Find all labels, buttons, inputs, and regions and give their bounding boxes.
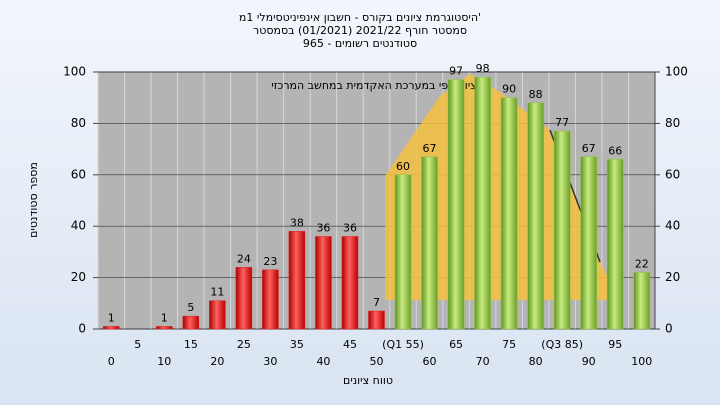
y2-tick-label: 0 (665, 322, 673, 336)
value-label: 67 (582, 142, 596, 155)
bar (262, 269, 279, 330)
x-tick-label: 0 (108, 355, 115, 368)
value-label: 98 (476, 62, 490, 75)
value-label: 11 (210, 286, 224, 299)
value-label: 36 (316, 221, 330, 234)
bar (315, 236, 332, 330)
x-tick-label: 45 (343, 338, 357, 351)
y2-tick-label: 100 (665, 65, 688, 79)
value-label: 88 (529, 88, 543, 101)
chart-title: היסטוגרמת ציונים בקורס - חשבון אינפיניטס… (239, 11, 481, 24)
x-tick-label: 90 (582, 355, 596, 368)
bar (606, 159, 624, 330)
bar (580, 156, 597, 330)
bar (103, 326, 120, 330)
value-label: 97 (449, 65, 463, 78)
x-tick-label: 35 (290, 338, 304, 351)
x-tick-label: 70 (476, 355, 490, 368)
bar (394, 174, 412, 330)
x-axis-label: טווח ציונים (343, 374, 393, 387)
value-label: 24 (237, 252, 251, 265)
value-label: 77 (555, 116, 569, 129)
chart-subtitle: סטודנטים רשומים - 965 (303, 37, 417, 50)
y-axis-label: מספר סטודנטים (27, 162, 40, 238)
x-tick-label: 5 (134, 338, 141, 351)
y-tick-label: 80 (71, 116, 86, 130)
x-tick-label: 75 (502, 338, 516, 351)
x-tick-label: 15 (184, 338, 198, 351)
bar (209, 300, 226, 330)
x-tick-label: 95 (608, 338, 622, 351)
x-tick-label: 10 (157, 355, 171, 368)
value-label: 5 (187, 301, 194, 314)
bar (447, 79, 465, 330)
value-label: 22 (635, 257, 649, 270)
value-label: 1 (108, 311, 115, 324)
bar (421, 156, 438, 330)
y-tick-label: 60 (71, 167, 86, 181)
bar (235, 267, 253, 330)
value-label: 36 (343, 221, 357, 234)
bar (182, 315, 200, 330)
x-tick-label: 40 (316, 355, 330, 368)
x-tick-label: 100 (631, 355, 652, 368)
annotation: ציון סופי במערכת האקדמית במחשב המרכזי (271, 79, 477, 92)
value-label: 67 (423, 142, 437, 155)
bar (500, 97, 518, 330)
bar (288, 231, 306, 330)
y-tick-label: 0 (78, 322, 86, 336)
y2-tick-label: 20 (665, 270, 680, 284)
y-tick-label: 20 (71, 270, 86, 284)
value-label: 23 (263, 255, 277, 268)
value-label: 66 (608, 144, 622, 157)
value-label: 1 (161, 311, 168, 324)
bar (341, 236, 359, 330)
value-label: 60 (396, 160, 410, 173)
bar (527, 102, 544, 330)
bar (553, 130, 571, 330)
x-tick-label: 30 (263, 355, 277, 368)
bar (633, 272, 650, 330)
y2-tick-label: 40 (665, 219, 680, 233)
value-label: 7 (373, 296, 380, 309)
y-tick-label: 100 (63, 65, 86, 79)
chart-subtitle: סמסטר חורף 2021/22 (01/2021) בסמסטר (253, 24, 467, 37)
x-tick-label: 60 (423, 355, 437, 368)
x-tick-label: (Q1 55) (382, 338, 424, 351)
bar (156, 326, 173, 330)
value-label: 90 (502, 83, 516, 96)
value-label: 38 (290, 216, 304, 229)
bar (368, 310, 385, 330)
x-tick-label: (Q3 85) (541, 338, 583, 351)
x-tick-label: 80 (529, 355, 543, 368)
x-tick-label: 25 (237, 338, 251, 351)
y2-tick-label: 80 (665, 116, 680, 130)
x-tick-label: 50 (370, 355, 384, 368)
y-tick-label: 40 (71, 219, 86, 233)
x-tick-label: 65 (449, 338, 463, 351)
bar (474, 76, 491, 330)
x-tick-label: 20 (210, 355, 224, 368)
y2-tick-label: 60 (665, 167, 680, 181)
